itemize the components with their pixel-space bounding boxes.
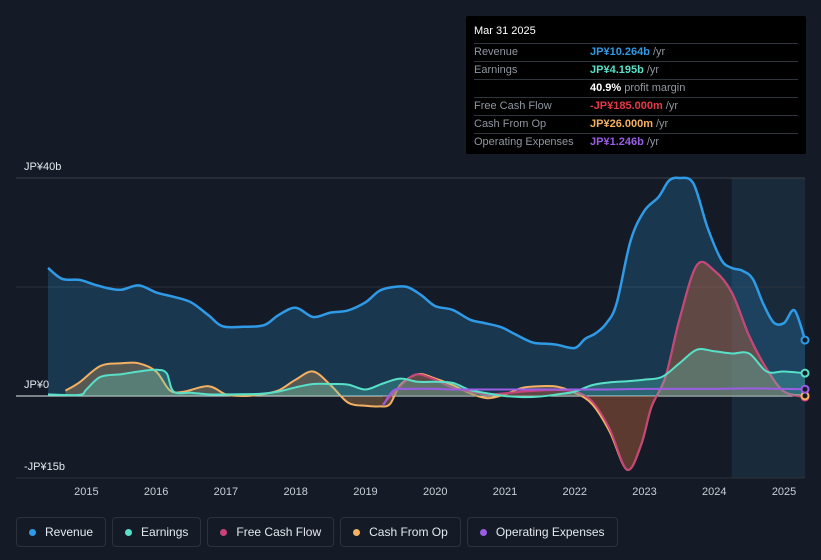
tooltip-unit: /yr (656, 118, 669, 130)
y-axis-labels: JP¥40b JP¥0 -JP¥15b (24, 161, 65, 473)
x-tick-label: 2021 (493, 486, 517, 498)
series-line-revenue (47, 176, 807, 350)
legend-dot-icon (29, 528, 36, 536)
tooltip-label: Free Cash Flow (474, 100, 552, 112)
y-tick-label: -JP¥15b (24, 461, 65, 473)
series-line-operating-expenses (382, 387, 806, 407)
legend-label: Revenue (45, 525, 94, 539)
tooltip-row-cash-from-op: Cash From Op JP¥26.000m /yr (474, 116, 798, 134)
legend-label: Operating Expenses (495, 525, 605, 539)
series-area-cash-from-op (65, 261, 805, 471)
tooltip-row-profit-margin: 40.9% profit margin (474, 80, 798, 98)
x-tick-label: 2018 (283, 486, 307, 498)
tooltip-row-free-cash-flow: Free Cash Flow -JP¥185.000m /yr (474, 98, 798, 116)
legend-cash-from-op[interactable]: Cash From Op (340, 517, 461, 547)
x-tick-label: 2023 (632, 486, 656, 498)
tooltip-value: JP¥26.000m (590, 118, 653, 130)
tooltip-label: Cash From Op (474, 118, 547, 130)
end-marker-earnings (800, 368, 810, 378)
tooltip-value: -JP¥185.000m (590, 100, 663, 112)
legend-label: Earnings (141, 525, 189, 539)
tooltip-unit: /yr (646, 64, 660, 76)
tooltip-value: JP¥1.246b (590, 136, 644, 148)
series-revenue (47, 176, 807, 396)
legend-dot-icon (353, 528, 361, 536)
tooltip-value: 40.9% (590, 82, 622, 94)
tooltip-row-earnings: Earnings JP¥4.195b /yr (474, 62, 798, 80)
x-tick-label: 2020 (423, 486, 447, 498)
series-group (47, 176, 807, 471)
tooltip-unit: /yr (665, 100, 679, 112)
y-tick-label: JP¥40b (24, 161, 61, 173)
legend-label: Cash From Op (369, 525, 448, 539)
end-marker-revenue (800, 335, 810, 345)
end-marker-operating-expenses (800, 384, 810, 394)
tooltip-row-operating-expenses: Operating Expenses JP¥1.246b /yr (474, 134, 798, 151)
y-tick-label: JP¥0 (24, 379, 49, 391)
x-tick-label: 2022 (563, 486, 587, 498)
tooltip-unit: /yr (646, 136, 660, 148)
legend-earnings[interactable]: Earnings (112, 517, 202, 547)
series-area-revenue (48, 177, 805, 396)
legend-dot-icon (479, 528, 487, 536)
legend-free-cash-flow[interactable]: Free Cash Flow (207, 517, 335, 547)
x-axis: 2015 2016 2017 2018 2019 2020 2021 2022 2023 2024… (74, 486, 796, 498)
tooltip-unit: /yr (652, 46, 666, 58)
x-tick-label: 2016 (144, 486, 168, 498)
tooltip-row-revenue: Revenue JP¥10.264b /yr (474, 44, 798, 62)
x-tick-label: 2025 (772, 486, 796, 498)
series-area-earnings (48, 349, 805, 398)
data-tooltip: Mar 31 2025 Revenue JP¥10.264b /yr Earni… (466, 16, 806, 154)
legend: Revenue Earnings Free Cash Flow Cash Fro… (16, 517, 618, 547)
x-tick-label: 2024 (702, 486, 726, 498)
x-tick-label: 2015 (74, 486, 98, 498)
chart-canvas: 2015 2016 2017 2018 2019 2020 2021 2022 2023 2024… (16, 161, 810, 498)
series-operating-expenses (382, 387, 806, 407)
x-tick-label: 2019 (353, 486, 377, 498)
tooltip-label: Earnings (474, 64, 518, 76)
end-markers (800, 335, 810, 402)
legend-operating-expenses[interactable]: Operating Expenses (466, 517, 618, 547)
tooltip-unit: profit margin (624, 82, 686, 94)
legend-label: Free Cash Flow (236, 525, 322, 539)
tooltip-label: Operating Expenses (474, 136, 574, 148)
series-line-earnings (47, 348, 806, 399)
legend-dot-icon (125, 528, 133, 536)
tooltip-value: JP¥4.195b (590, 64, 644, 76)
x-tick-label: 2017 (214, 486, 238, 498)
tooltip-value: JP¥10.264b (590, 46, 650, 58)
tooltip-label (474, 80, 590, 97)
series-earnings (47, 348, 806, 399)
series-area-free-cash-flow (382, 261, 805, 471)
forecast-shade (731, 178, 805, 478)
tooltip-label: Revenue (474, 46, 519, 58)
legend-dot-icon (220, 528, 228, 536)
tooltip-date: Mar 31 2025 (474, 24, 798, 44)
forecast-region (731, 178, 805, 478)
legend-revenue[interactable]: Revenue (16, 517, 107, 547)
